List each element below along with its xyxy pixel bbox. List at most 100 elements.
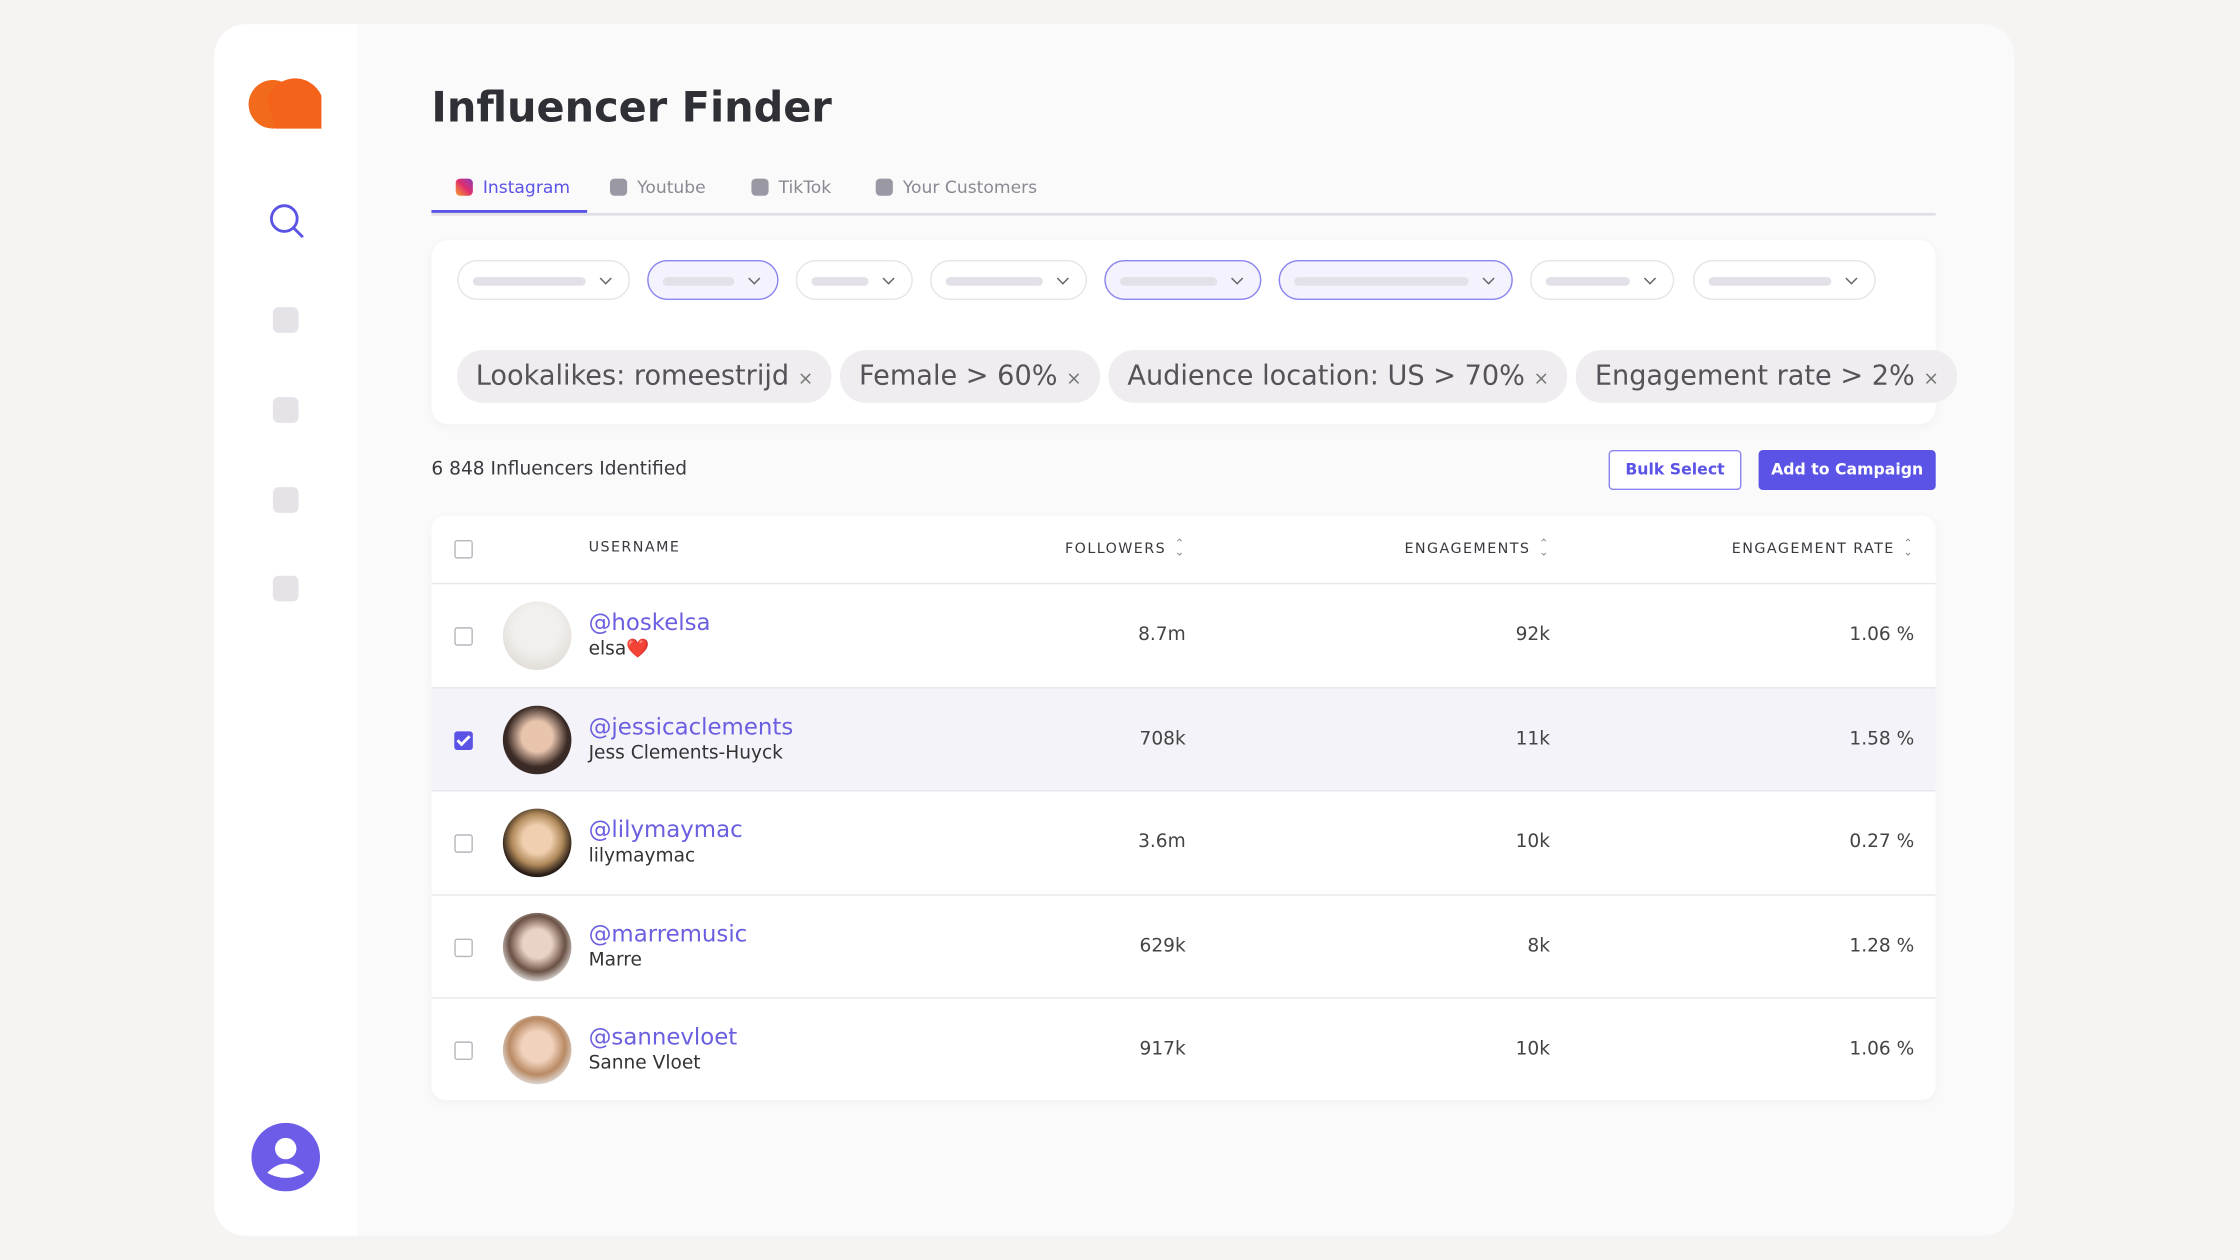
filter-chip[interactable]: Lookalikes: romeestrijd ×	[457, 349, 832, 403]
tab[interactable]: Instagram	[455, 177, 571, 198]
filter-dropdown[interactable]	[929, 259, 1088, 300]
nav-item[interactable]	[272, 307, 299, 333]
table-row[interactable]: @lilymaymac lilymaymac 3.6m 10k 0.27 %	[431, 789, 1936, 894]
row-checkbox[interactable]	[454, 730, 473, 750]
chip-remove[interactable]: ×	[1923, 368, 1939, 390]
followers: 8.7m	[1138, 624, 1186, 646]
table-row[interactable]: @marremusic Marre 629k 8k 1.28 %	[431, 893, 1936, 998]
chip-label: Female > 60%	[859, 359, 1058, 392]
username[interactable]: @lilymaymac	[588, 815, 743, 843]
user-avatar[interactable]	[251, 1122, 320, 1192]
filter-chip[interactable]: Female > 60% ×	[840, 349, 1101, 403]
chip-remove[interactable]: ×	[1533, 368, 1550, 390]
tab-label: Youtube	[637, 177, 706, 198]
tab-label: Instagram	[482, 177, 571, 198]
tab-icon	[455, 178, 473, 196]
engagement-rate: 1.28 %	[1849, 934, 1915, 957]
bulk-select-button[interactable]: Bulk Select	[1608, 449, 1742, 490]
avatar	[502, 601, 572, 670]
chip-label: Lookalikes: romeestrijd	[475, 359, 790, 392]
followers: 629k	[1139, 934, 1186, 957]
table-row[interactable]: @jessicaclements Jess Clements-Huyck 708k 1…	[431, 686, 1936, 791]
engagements: 11k	[1515, 727, 1550, 750]
column-label: USERNAME	[588, 539, 681, 556]
table-row[interactable]: @sannevloet Sanne Vloet 917k 10k 1.06 %	[431, 997, 1936, 1100]
filter-chip[interactable]: Engagement rate > 2% ×	[1576, 349, 1958, 403]
engagements: 92k	[1515, 624, 1550, 646]
filter-dropdown[interactable]	[647, 259, 779, 300]
column-header[interactable]: FOLLOWERS ⌃ ⌄	[1064, 537, 1186, 559]
tab[interactable]: Your Customers	[875, 177, 1038, 198]
engagements: 10k	[1515, 1038, 1550, 1060]
display-name: lilymaymac	[588, 845, 696, 868]
tab[interactable]: TikTok	[751, 177, 831, 197]
filter-dropdown[interactable]	[795, 259, 913, 300]
chip-label: Audience location: US > 70%	[1127, 359, 1525, 392]
filter-dropdown[interactable]	[1692, 259, 1876, 300]
active-tab-indicator	[431, 209, 588, 213]
filter-dropdown[interactable]	[1278, 259, 1513, 300]
username[interactable]: @sannevloet	[588, 1022, 738, 1050]
avatar	[502, 912, 572, 981]
column-header[interactable]: ENGAGEMENT RATE ⌃ ⌄	[1731, 537, 1915, 559]
engagement-rate: 1.06 %	[1849, 1038, 1915, 1060]
nav-item[interactable]	[272, 397, 299, 423]
avatar	[502, 1015, 572, 1085]
table-row[interactable]: @hoskelsa elsa❤️ 8.7m 92k 1.06 %	[431, 582, 1936, 687]
chip-label: Engagement rate > 2%	[1594, 359, 1915, 392]
tab-icon	[751, 178, 769, 196]
tab-bar: Instagram Youtube TikTok Your Customers	[431, 171, 1936, 216]
chip-remove[interactable]: ×	[797, 368, 814, 390]
sort-icon[interactable]: ⌃ ⌄	[1174, 537, 1186, 559]
search-icon[interactable]	[267, 201, 307, 241]
column-label: FOLLOWERS	[1064, 541, 1167, 558]
row-checkbox[interactable]	[454, 834, 473, 853]
username[interactable]: @jessicaclements	[588, 712, 794, 740]
nav-item[interactable]	[272, 575, 299, 602]
followers: 3.6m	[1138, 831, 1186, 853]
column-label: ENGAGEMENTS	[1404, 541, 1531, 558]
select-all-checkbox[interactable]	[454, 539, 473, 559]
display-name: elsa❤️	[588, 638, 650, 660]
followers: 917k	[1139, 1038, 1186, 1060]
engagement-rate: 1.06 %	[1849, 624, 1915, 646]
display-name: Jess Clements-Huyck	[588, 742, 783, 764]
username[interactable]: @marremusic	[588, 919, 748, 947]
avatar	[502, 704, 572, 774]
influencer-table: USERNAME FOLLOWERS ⌃ ⌄ ENGAGEMENTS ⌃ ⌄ ENGAGEME…	[431, 515, 1936, 1100]
tab-label: TikTok	[778, 177, 832, 198]
display-name: Sanne Vloet	[588, 1052, 701, 1075]
chip-remove[interactable]: ×	[1066, 368, 1082, 390]
add-to-campaign-button[interactable]: Add to Campaign	[1758, 449, 1936, 490]
filter-dropdown[interactable]	[457, 259, 630, 300]
column-header: USERNAME	[589, 540, 681, 556]
sort-icon[interactable]: ⌃ ⌄	[1903, 537, 1915, 559]
tab-icon	[609, 178, 628, 196]
results-count: 6 848 Influencers Identified	[431, 458, 688, 480]
row-checkbox[interactable]	[454, 1041, 473, 1060]
display-name: Marre	[588, 949, 642, 971]
column-header[interactable]: ENGAGEMENTS ⌃ ⌄	[1404, 537, 1550, 559]
filter-dropdown[interactable]	[1104, 259, 1262, 300]
engagement-rate: 0.27 %	[1849, 831, 1915, 853]
engagements: 8k	[1527, 934, 1550, 957]
filter-chips: Lookalikes: romeestrijd × Female > 60% × Aud…	[457, 349, 1958, 403]
tab-icon	[875, 178, 893, 196]
sort-icon[interactable]: ⌃ ⌄	[1538, 537, 1550, 559]
logo[interactable]	[247, 70, 324, 133]
username[interactable]: @hoskelsa	[588, 608, 711, 636]
column-label: ENGAGEMENT RATE	[1731, 541, 1895, 558]
engagement-rate: 1.58 %	[1849, 727, 1915, 750]
followers: 708k	[1139, 727, 1186, 750]
tab-label: Your Customers	[902, 177, 1038, 198]
row-checkbox[interactable]	[454, 937, 473, 957]
row-checkbox[interactable]	[454, 627, 473, 646]
avatar	[502, 808, 572, 878]
filter-chip[interactable]: Audience location: US > 70% ×	[1108, 349, 1568, 403]
tab[interactable]: Youtube	[609, 177, 706, 198]
sidebar	[214, 24, 358, 1236]
engagements: 10k	[1515, 831, 1550, 853]
filter-dropdown[interactable]	[1529, 259, 1675, 300]
nav-item[interactable]	[272, 487, 299, 513]
